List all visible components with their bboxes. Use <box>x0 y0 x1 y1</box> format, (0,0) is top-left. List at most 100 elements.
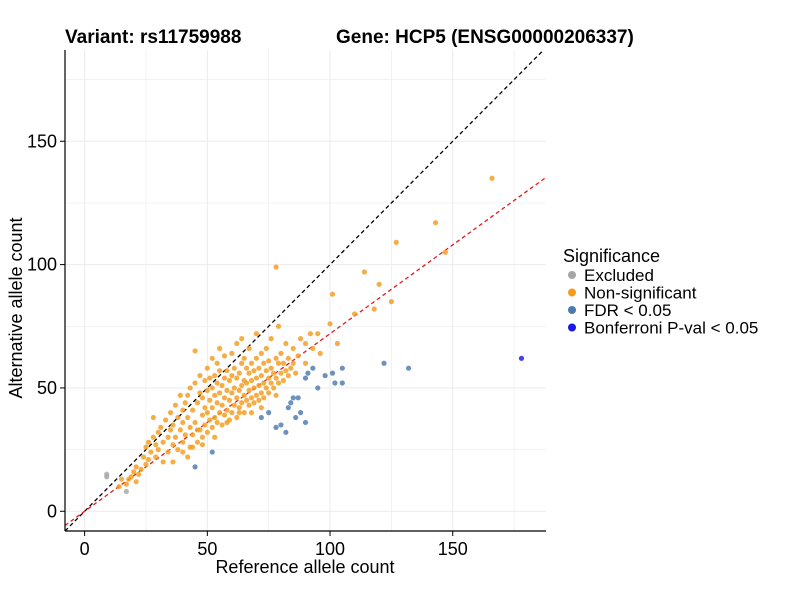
point-non-significant <box>224 368 230 374</box>
point-non-significant <box>248 410 255 416</box>
point-non-significant <box>231 365 237 371</box>
point-fdr-0-05 <box>329 370 336 376</box>
point-non-significant <box>263 345 269 352</box>
point-non-significant <box>199 395 206 401</box>
point-excluded <box>123 488 129 495</box>
point-non-significant <box>143 461 149 467</box>
point-non-significant <box>202 405 208 411</box>
point-non-significant <box>280 360 287 366</box>
point-non-significant <box>236 405 242 411</box>
point-non-significant <box>266 375 272 381</box>
point-non-significant <box>258 350 264 356</box>
point-non-significant <box>246 370 252 376</box>
point-non-significant <box>293 370 299 376</box>
y-tick-label: 100 <box>27 255 57 275</box>
legend-title: Significance <box>563 246 660 266</box>
point-non-significant <box>256 382 262 389</box>
point-non-significant <box>197 373 203 379</box>
point-non-significant <box>221 375 228 381</box>
point-non-significant <box>248 377 255 384</box>
point-non-significant <box>234 375 240 381</box>
x-tick-label: 100 <box>315 539 345 559</box>
point-non-significant <box>207 397 213 403</box>
point-non-significant <box>263 368 269 374</box>
point-non-significant <box>170 422 176 428</box>
point-non-significant <box>244 397 250 403</box>
point-non-significant <box>270 385 277 391</box>
point-non-significant <box>194 439 201 445</box>
point-non-significant <box>204 410 210 416</box>
y-axis-title: Alternative allele count <box>6 217 26 398</box>
point-non-significant <box>246 345 252 352</box>
point-non-significant <box>285 373 291 379</box>
point-fdr-0-05 <box>283 429 289 435</box>
point-non-significant <box>116 484 122 490</box>
point-non-significant <box>212 392 218 398</box>
point-fdr-0-05 <box>322 373 328 379</box>
point-non-significant <box>236 410 242 416</box>
reference-line-fit <box>64 176 547 527</box>
point-non-significant <box>283 340 289 347</box>
point-non-significant <box>192 348 198 354</box>
point-non-significant <box>131 469 137 475</box>
point-non-significant <box>253 331 260 337</box>
legend-label-bonferroni-p-val-0-05: Bonferroni P-val < 0.05 <box>584 319 758 338</box>
point-non-significant <box>239 336 245 342</box>
x-tick-label: 0 <box>80 539 90 559</box>
point-non-significant <box>241 410 247 416</box>
point-non-significant <box>209 424 215 430</box>
point-non-significant <box>187 385 193 391</box>
point-non-significant <box>285 355 291 361</box>
point-non-significant <box>239 400 245 406</box>
point-non-significant <box>268 365 274 371</box>
point-non-significant <box>226 377 233 384</box>
point-non-significant <box>214 400 220 406</box>
point-non-significant <box>150 434 156 440</box>
point-fdr-0-05 <box>297 410 304 416</box>
point-non-significant <box>234 340 240 347</box>
point-non-significant <box>177 392 183 398</box>
point-non-significant <box>268 336 274 342</box>
point-non-significant <box>253 355 260 361</box>
point-non-significant <box>226 397 233 403</box>
legend-key-bonferroni-p-val-0-05 <box>568 323 576 332</box>
point-non-significant <box>432 220 439 226</box>
point-non-significant <box>197 390 203 396</box>
point-non-significant <box>194 427 201 433</box>
point-non-significant <box>224 419 230 426</box>
point-non-significant <box>192 419 198 426</box>
point-non-significant <box>219 422 225 428</box>
point-non-significant <box>182 400 188 406</box>
point-non-significant <box>256 365 262 371</box>
point-non-significant <box>275 323 282 329</box>
point-non-significant <box>185 392 191 398</box>
point-non-significant <box>278 350 284 356</box>
point-non-significant <box>273 375 279 381</box>
point-non-significant <box>221 412 228 418</box>
point-fdr-0-05 <box>285 405 291 411</box>
point-non-significant <box>270 370 277 376</box>
point-non-significant <box>221 395 228 401</box>
point-non-significant <box>214 360 220 366</box>
point-non-significant <box>297 336 304 342</box>
chart-title-gene: Gene: HCP5 (ENSG00000206337) <box>336 27 634 48</box>
point-fdr-0-05 <box>258 414 264 421</box>
point-fdr-0-05 <box>273 424 279 430</box>
point-non-significant <box>212 414 218 421</box>
point-non-significant <box>160 439 166 445</box>
point-non-significant <box>204 387 210 393</box>
legend-key-fdr-0-05 <box>568 306 576 314</box>
point-non-significant <box>133 479 139 485</box>
point-non-significant <box>231 385 237 391</box>
point-non-significant <box>253 375 260 381</box>
point-non-significant <box>199 442 206 448</box>
point-non-significant <box>263 385 269 391</box>
legend-key-non-significant <box>568 288 576 297</box>
point-non-significant <box>182 432 188 438</box>
point-non-significant <box>214 419 220 426</box>
point-non-significant <box>217 345 223 352</box>
x-tick-label: 150 <box>438 539 468 559</box>
tick-labels: 0 50 100 150 0 50 100 150 <box>27 131 468 559</box>
point-non-significant <box>143 444 149 450</box>
point-non-significant <box>185 414 191 421</box>
